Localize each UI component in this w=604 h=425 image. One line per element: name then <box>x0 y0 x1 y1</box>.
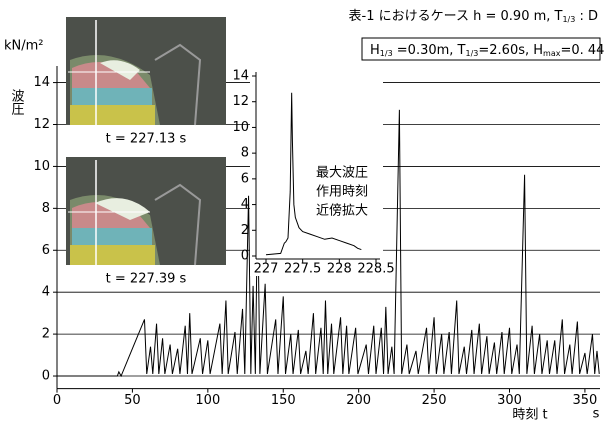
y-tick-label: 2 <box>42 327 50 342</box>
x-tick-label: 50 <box>124 393 141 408</box>
annotation: 作用時刻 <box>316 185 368 200</box>
y-tick-label: 12 <box>232 94 249 109</box>
y-axis-label: 波圧 <box>9 89 25 115</box>
photo <box>66 17 226 125</box>
x-tick-label: 227.5 <box>284 262 321 277</box>
photo-caption: t = 227.13 s <box>106 132 187 147</box>
y-tick-label: 6 <box>241 171 249 186</box>
text-part: max <box>543 49 561 58</box>
y-tick-label: 6 <box>42 243 50 258</box>
figure: 02468101214050100150200250300350波圧kN/m²時… <box>0 0 604 425</box>
x-tick-label: 250 <box>422 393 447 408</box>
y-tick-label: 10 <box>232 120 249 135</box>
y-axis-unit: kN/m² <box>4 39 44 54</box>
y-tick-label: 8 <box>42 201 50 216</box>
annotation: 近傍拡大 <box>316 203 368 219</box>
photos: t = 227.13 s t = 227.39 s <box>66 17 226 291</box>
text-part: 1/3 <box>380 49 393 58</box>
text-part: H <box>370 43 380 58</box>
y-tick-label: 4 <box>42 285 50 300</box>
case-title: 表-1 におけるケース h = 0.90 m, T1/3 : D <box>349 9 598 24</box>
x-axis-label: 時刻 t <box>512 408 547 423</box>
x-axis-unit: s <box>593 407 600 422</box>
photo-caption: t = 227.39 s <box>106 272 187 287</box>
text-part: : D <box>575 9 598 24</box>
text-part: =0. 44m <box>560 43 604 58</box>
text-part: 1/3 <box>562 15 575 24</box>
x-tick-label: 200 <box>346 393 371 408</box>
photo <box>66 157 226 265</box>
y-tick-label: 2 <box>241 223 249 238</box>
x-tick-label: 228 <box>327 262 352 277</box>
text-part: =0.30m, T <box>393 43 466 58</box>
y-tick-label: 0 <box>241 249 249 264</box>
x-tick-label: 0 <box>53 393 61 408</box>
x-tick-label: 150 <box>271 393 296 408</box>
x-tick-label: 300 <box>497 393 522 408</box>
x-tick-label: 227 <box>254 262 279 277</box>
y-tick-label: 0 <box>42 369 50 384</box>
y-tick-label: 10 <box>33 159 50 174</box>
text-part: =2.60s, H <box>478 43 543 58</box>
x-tick-label: 228.5 <box>357 262 394 277</box>
y-tick-label: 12 <box>33 117 50 132</box>
x-tick-label: 100 <box>195 393 220 408</box>
y-tick-label: 14 <box>232 69 249 84</box>
text-part: 表-1 におけるケース h = 0.90 m, T <box>349 9 563 24</box>
y-tick-label: 14 <box>33 75 50 90</box>
y-tick-label: 8 <box>241 146 249 161</box>
conditions: H1/3 =0.30m, T1/3=2.60s, Hmax=0. 44m <box>370 43 604 58</box>
y-tick-label: 4 <box>241 197 249 212</box>
text-part: 1/3 <box>466 49 479 58</box>
annotation: 最大波圧 <box>316 166 368 181</box>
